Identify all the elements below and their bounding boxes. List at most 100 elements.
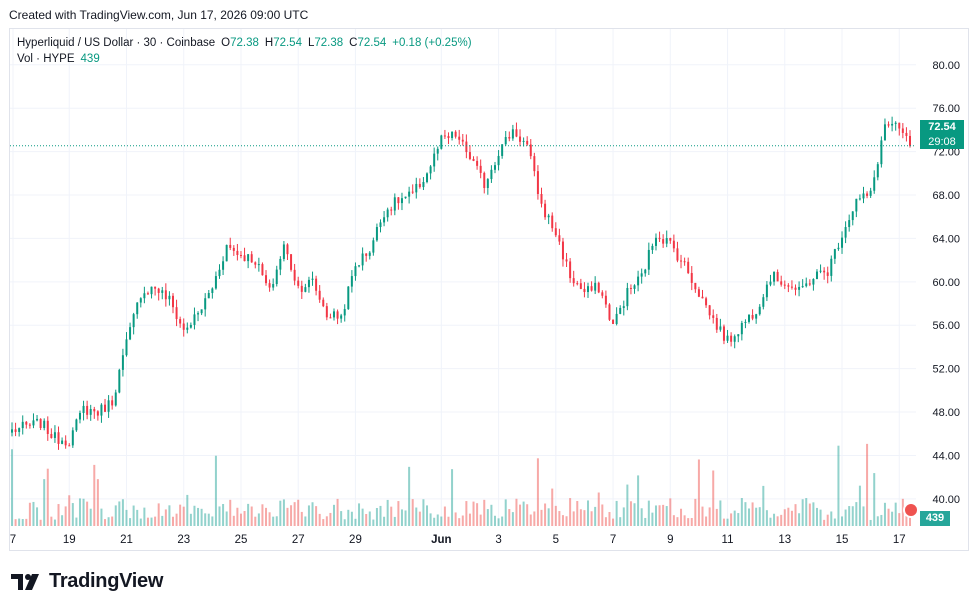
price-axis[interactable]: 80.00 76.00 72.00 68.00 64.00 60.00 56.00 52.00…	[932, 60, 960, 506]
candle-body	[332, 311, 335, 318]
volume-bar	[901, 498, 904, 526]
volume-bar	[293, 502, 296, 526]
volume-bar	[787, 507, 790, 526]
time-axis[interactable]: 7 19 21 23 25 27 29 Jun 3 5 7 9 11 13 15 17	[10, 534, 906, 546]
volume-bar	[844, 509, 847, 526]
candle-body	[96, 411, 99, 416]
volume-bar	[909, 511, 911, 526]
candle-body	[186, 327, 189, 330]
volume-bar	[465, 501, 468, 526]
volume-bar	[436, 514, 439, 526]
volume-bar	[554, 505, 557, 526]
volume-bar	[669, 498, 672, 526]
candle-body	[705, 298, 708, 306]
volume-bar	[179, 504, 182, 526]
legend-volume-row: Vol · HYPE 439	[17, 51, 472, 67]
candle-body	[443, 135, 446, 137]
candle-body	[179, 319, 182, 324]
candle-body	[826, 272, 829, 276]
volume-bar	[501, 516, 504, 526]
volume-bar	[132, 505, 135, 526]
time-tick-label: 19	[63, 534, 76, 546]
volume-bar	[50, 516, 53, 526]
candle-body	[222, 261, 225, 270]
candle-body	[551, 215, 554, 229]
candle-body	[644, 269, 647, 274]
candle-body	[121, 355, 124, 370]
candle-body	[837, 247, 840, 250]
volume-bar	[765, 510, 768, 526]
volume-bar	[418, 511, 421, 526]
volume-bar	[869, 519, 872, 526]
volume-bar	[740, 498, 743, 526]
candle-body	[386, 209, 389, 218]
candle-body	[697, 289, 700, 297]
candle-body	[683, 261, 686, 263]
candle-body	[300, 285, 303, 292]
volume-bar	[282, 499, 285, 526]
volume-bar	[762, 485, 765, 526]
candle-body	[615, 313, 618, 324]
volume-bar	[18, 518, 21, 526]
tradingview-brand[interactable]: TradingView	[11, 570, 163, 593]
candle-body	[93, 409, 96, 412]
volume-bar	[705, 516, 708, 526]
volume-bar	[268, 512, 271, 526]
candle-body	[776, 271, 779, 282]
volume-bar	[898, 513, 901, 526]
volume-bar	[43, 479, 46, 526]
candle-body	[647, 249, 650, 270]
candle-body	[447, 136, 450, 139]
candle-body	[368, 252, 371, 256]
candle-body	[805, 283, 808, 287]
volume-bar	[476, 503, 479, 526]
legend-low-value: 72.38	[314, 37, 344, 49]
exchange-logo-icon	[903, 502, 919, 518]
volume-bar	[726, 518, 729, 526]
volume-bar	[125, 509, 128, 526]
volume-bar	[96, 479, 99, 526]
volume-bar	[189, 513, 192, 526]
candle-body	[193, 314, 196, 325]
volume-bar	[755, 507, 758, 526]
candle-body	[43, 420, 46, 428]
volume-bar	[594, 506, 597, 526]
volume-bar	[522, 501, 525, 526]
candle-body	[114, 392, 117, 406]
volume-bar	[848, 506, 851, 526]
candle-body	[14, 429, 17, 432]
volume-bar	[64, 506, 67, 526]
candle-body	[869, 190, 872, 196]
candle-body	[139, 298, 142, 303]
volume-bar	[426, 505, 429, 526]
candle-body	[565, 259, 568, 262]
price-tick-label: 68.00	[932, 190, 960, 202]
volume-bar	[129, 518, 132, 526]
candle-body	[329, 317, 332, 319]
legend-high-value: 72.54	[273, 37, 302, 49]
candle-body	[501, 144, 504, 156]
candle-body	[748, 314, 751, 322]
volume-bar	[157, 503, 160, 526]
candle-body	[254, 262, 257, 265]
volume-bar	[479, 514, 482, 526]
candle-body	[662, 239, 665, 244]
candle-body	[891, 123, 894, 126]
volume-bar	[493, 515, 496, 526]
volume-bar	[68, 495, 71, 526]
volume-bar	[340, 511, 343, 526]
candle-body	[587, 286, 590, 293]
candle-body	[726, 335, 729, 341]
candle-body	[243, 255, 246, 262]
candle-body	[680, 260, 683, 262]
candle-body	[358, 265, 361, 267]
candle-body	[894, 122, 897, 124]
candle-body	[411, 191, 414, 193]
candle-body	[154, 286, 157, 289]
volume-bar	[257, 513, 260, 526]
volume-bar	[597, 492, 600, 526]
candle-body	[451, 131, 454, 139]
candle-body	[168, 295, 171, 300]
grid-lines	[10, 29, 916, 526]
